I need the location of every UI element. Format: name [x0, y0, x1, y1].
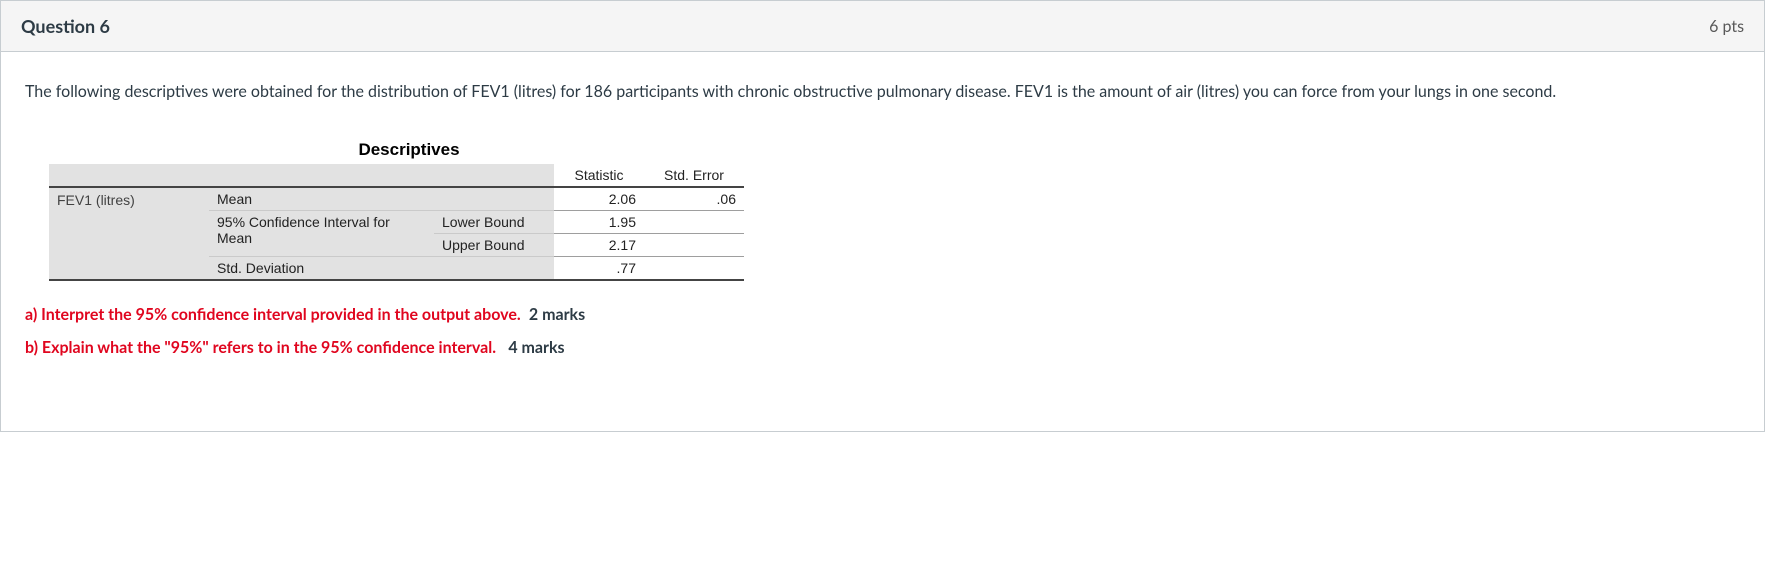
table-header-row: Statistic Std. Error — [49, 164, 744, 187]
descriptives-block: Descriptives Statistic Std. Error FEV1 (… — [49, 140, 1740, 281]
part-a-marks: 2 marks — [529, 305, 585, 324]
descriptives-title: Descriptives — [49, 140, 769, 160]
cell-mean-stderror: .06 — [644, 187, 744, 211]
intro-text: The following descriptives were obtained… — [25, 80, 1740, 104]
variable-label: FEV1 (litres) — [49, 187, 209, 280]
col-header-stderror: Std. Error — [644, 164, 744, 187]
part-a-prompt: a) Interpret the 95% confidence interval… — [25, 305, 521, 324]
cell-stddev-statistic: .77 — [554, 257, 644, 281]
part-b-prompt: b) Explain what the "95%" refers to in t… — [25, 338, 496, 357]
question-points: 6 pts — [1709, 17, 1744, 36]
cell-ci-label: 95% Confidence Interval for Mean — [209, 211, 434, 257]
question-part-b: b) Explain what the "95%" refers to in t… — [25, 338, 1740, 357]
descriptives-table: Statistic Std. Error FEV1 (litres) Mean … — [49, 164, 744, 281]
row-mean: FEV1 (litres) Mean 2.06 .06 — [49, 187, 744, 211]
cell-ci-upper-label: Upper Bound — [434, 234, 554, 257]
cell-mean-label: Mean — [209, 187, 554, 211]
question-part-a: a) Interpret the 95% confidence interval… — [25, 305, 1740, 324]
cell-ci-upper-statistic: 2.17 — [554, 234, 644, 257]
question-title: Question 6 — [21, 15, 110, 37]
col-header-statistic: Statistic — [554, 164, 644, 187]
cell-stddev-label: Std. Deviation — [209, 257, 554, 281]
question-body: The following descriptives were obtained… — [1, 52, 1764, 431]
question-parts: a) Interpret the 95% confidence interval… — [25, 305, 1740, 357]
question-container: Question 6 6 pts The following descripti… — [0, 0, 1765, 432]
cell-mean-statistic: 2.06 — [554, 187, 644, 211]
cell-ci-lower-statistic: 1.95 — [554, 211, 644, 234]
part-b-marks: 4 marks — [508, 338, 564, 357]
question-header: Question 6 6 pts — [1, 1, 1764, 52]
cell-ci-lower-label: Lower Bound — [434, 211, 554, 234]
